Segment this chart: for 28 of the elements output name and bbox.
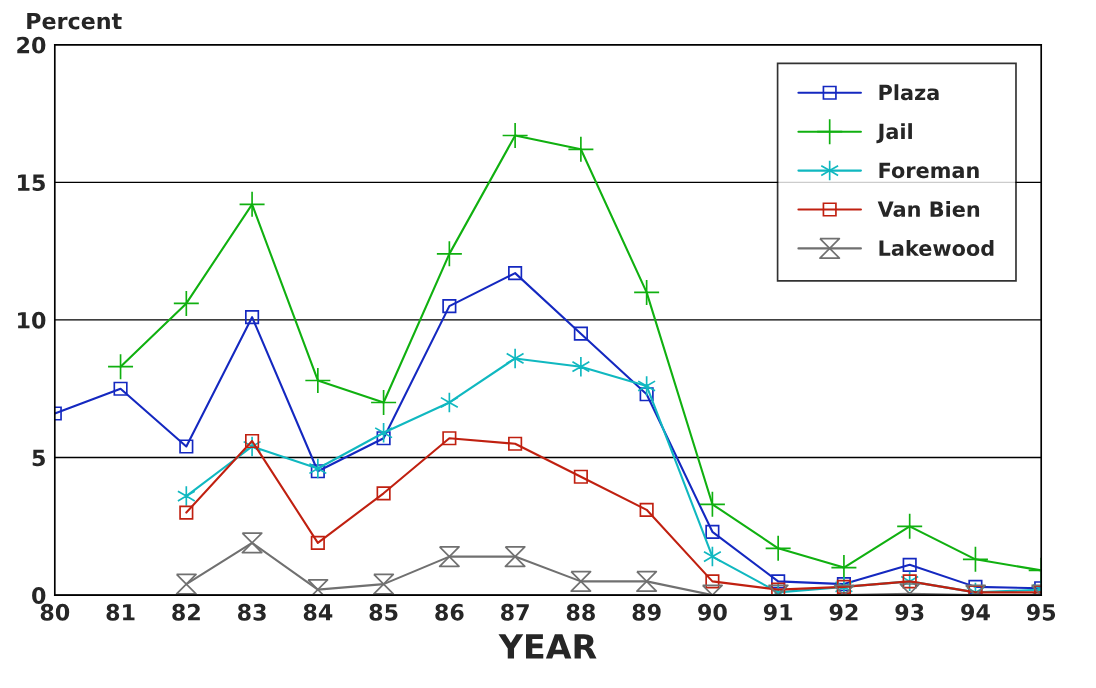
y-tick-label: 15 xyxy=(18,174,45,192)
x-tick-label: 82 xyxy=(172,603,200,621)
x-tick-label: 89 xyxy=(632,603,661,621)
legend-label: Lakewood xyxy=(879,239,994,256)
y-tick-label: 10 xyxy=(18,311,46,329)
legend-label: Foreman xyxy=(879,162,979,179)
x-tick-label: 84 xyxy=(303,603,333,621)
x-tick-label: 92 xyxy=(829,603,858,621)
y-tick-label: 0 xyxy=(32,587,46,604)
legend-label: Jail xyxy=(876,123,912,144)
y-axis-title: Percent xyxy=(27,12,122,30)
x-tick-label: 94 xyxy=(961,603,990,621)
x-tick-label: 88 xyxy=(566,603,595,621)
x-axis-title: YEAR xyxy=(498,634,597,659)
legend-label: Van Bien xyxy=(877,200,980,218)
x-tick-label: 81 xyxy=(106,603,135,621)
x-tick-label: 86 xyxy=(435,603,464,621)
x-tick-label: 80 xyxy=(40,603,70,621)
legend-label: Plaza xyxy=(879,84,939,101)
x-tick-label: 85 xyxy=(369,603,398,621)
x-tick-label: 87 xyxy=(501,603,529,621)
x-tick-label: 93 xyxy=(895,603,924,621)
x-tick-label: 91 xyxy=(763,603,793,621)
x-tick-label: 90 xyxy=(698,603,727,621)
y-tick-label: 20 xyxy=(17,36,46,54)
x-tick-label: 83 xyxy=(237,603,266,621)
x-tick-label: 95 xyxy=(1026,603,1056,621)
y-tick-label: 5 xyxy=(32,449,45,467)
